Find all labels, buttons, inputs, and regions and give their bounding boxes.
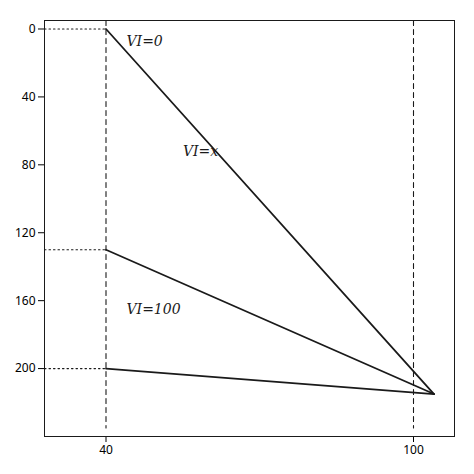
svg-text:100: 100 xyxy=(403,441,424,458)
svg-text:0: 0 xyxy=(29,20,36,37)
svg-text:40: 40 xyxy=(22,88,36,105)
svg-text:160: 160 xyxy=(15,292,36,309)
svg-text:VI=0: VI=0 xyxy=(127,33,163,49)
svg-text:120: 120 xyxy=(15,224,36,241)
svg-text:80: 80 xyxy=(22,156,36,173)
svg-text:VI=x: VI=x xyxy=(183,143,218,159)
svg-text:200: 200 xyxy=(15,359,36,376)
svg-text:40: 40 xyxy=(99,441,113,458)
svg-text:VI=100: VI=100 xyxy=(127,301,181,317)
